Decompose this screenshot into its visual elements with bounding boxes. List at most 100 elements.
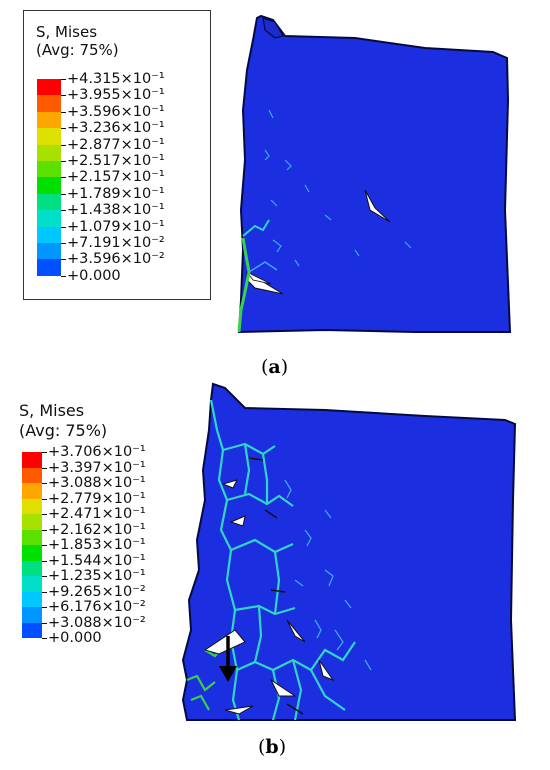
legend-tick-label: +0.000 — [48, 630, 102, 646]
legend-swatch — [37, 128, 61, 145]
legend-tick — [61, 95, 66, 97]
legend-swatch — [22, 576, 42, 592]
legend-tick — [42, 514, 47, 515]
caption-b: (b) — [258, 736, 287, 758]
legend-title: S, Mises — [19, 401, 85, 420]
legend-tick — [61, 243, 66, 244]
legend-tick — [61, 226, 66, 228]
legend-tick — [42, 529, 47, 531]
bump — [262, 17, 284, 39]
legend-tick — [61, 177, 66, 179]
legend-tick-label: +3.596×10⁻¹ — [67, 103, 165, 120]
legend-swatch — [22, 514, 42, 530]
legend-tick-label: +1.079×10⁻¹ — [67, 218, 165, 235]
fe-model-a — [237, 14, 512, 334]
legend-swatch — [22, 560, 42, 576]
legend-tick-label: +2.162×10⁻¹ — [48, 521, 146, 538]
legend-tick — [61, 275, 66, 277]
legend-tick — [61, 144, 66, 146]
legend-swatch — [37, 95, 61, 112]
legend-swatch — [22, 483, 42, 499]
stress-band-green — [237, 237, 251, 333]
legend-tick — [42, 498, 47, 500]
deformed-body — [237, 14, 512, 334]
legend-tick — [61, 259, 66, 261]
legend-tick-label: +2.877×10⁻¹ — [67, 136, 165, 153]
legend-swatch — [37, 177, 61, 194]
legend-swatch — [22, 529, 42, 545]
legend-tick-label: +1.853×10⁻¹ — [48, 537, 146, 553]
legend-swatch — [22, 467, 42, 483]
legend-tick — [42, 638, 47, 639]
legend-swatch — [37, 79, 61, 96]
legend-swatch — [22, 622, 42, 638]
legend-tick-label: +1.438×10⁻¹ — [67, 202, 165, 219]
legend-swatch — [37, 144, 61, 161]
legend-swatch — [37, 243, 61, 260]
fe-model-b — [181, 382, 517, 721]
legend-swatch — [37, 111, 61, 129]
legend-tick-label: +3.088×10⁻¹ — [48, 475, 146, 491]
legend-swatch — [22, 545, 42, 561]
panel-b: S, Mises (Avg: 75%) +3.706×10⁻¹ +3.397×10… — [0, 380, 550, 770]
crack-lower-left-2 — [246, 271, 272, 285]
legend-swatch — [37, 161, 61, 178]
crack-openings — [203, 479, 335, 715]
legend-tick — [42, 607, 47, 608]
legend-tick-label: +3.397×10⁻¹ — [48, 459, 146, 476]
legend-tick-label: +9.265×10⁻² — [48, 583, 146, 600]
legend-tick-label: +1.544×10⁻¹ — [48, 552, 146, 569]
stress-specks — [264, 109, 412, 267]
legend-tick — [61, 79, 66, 80]
legend-subtitle: (Avg: 75%) — [19, 421, 108, 440]
stress-band-cyan-2 — [248, 261, 278, 273]
panel-a: S, Mises (Avg: 75%) +4.315×10⁻¹ +3.955×10… — [23, 10, 512, 378]
caption-a: (a) — [261, 356, 289, 378]
legend-a: S, Mises (Avg: 75%) +4.315×10⁻¹ +3.955×10… — [23, 10, 211, 300]
legend-tick-label: +3.596×10⁻² — [67, 251, 165, 268]
legend-tick-label: +1.235×10⁻¹ — [48, 568, 146, 584]
stress-band-cyan — [242, 219, 270, 237]
legend-tick-label: +6.176×10⁻² — [48, 599, 146, 615]
legend-swatch — [37, 210, 61, 227]
legend-swatch — [37, 226, 61, 243]
legend-tick — [42, 591, 47, 593]
legend-tick-label: +2.517×10⁻¹ — [67, 153, 165, 169]
legend-tick — [42, 483, 47, 484]
legend-tick — [61, 210, 66, 212]
legend-swatch — [22, 498, 42, 514]
legend-tick — [42, 452, 47, 453]
legend-tick — [61, 161, 66, 162]
legend-tick-label: +0.000 — [67, 267, 121, 284]
legend-tick-label: +3.706×10⁻¹ — [48, 444, 146, 460]
legend-tick-label: +1.789×10⁻¹ — [67, 185, 165, 202]
legend-swatch — [37, 193, 61, 211]
arrow-head — [219, 666, 237, 682]
legend-subtitle: (Avg: 75%) — [36, 41, 119, 59]
legend-tick-label: +2.471×10⁻¹ — [48, 506, 146, 522]
crack-network — [209, 399, 356, 721]
legend-tick-label: +7.191×10⁻² — [67, 235, 165, 251]
legend-tick — [42, 560, 47, 562]
legend-tick-label: +3.955×10⁻¹ — [67, 87, 165, 104]
legend-tick — [61, 193, 66, 195]
stress-specks — [284, 479, 372, 671]
legend-tick-label: +2.779×10⁻¹ — [48, 490, 146, 507]
legend-swatch — [22, 452, 42, 468]
legend-swatch — [22, 607, 42, 623]
legend-tick-label: +4.315×10⁻¹ — [67, 71, 165, 87]
legend-tick — [42, 622, 47, 624]
crack-lines — [248, 457, 304, 715]
legend-tick-label: +3.236×10⁻¹ — [67, 120, 165, 137]
legend-tick — [61, 128, 66, 130]
legend-tick — [42, 467, 47, 469]
crack-center — [364, 189, 391, 223]
legend-tick-label: +2.157×10⁻¹ — [67, 169, 165, 186]
legend-tick — [42, 576, 47, 577]
legend-swatch — [37, 259, 61, 276]
legend-swatch — [22, 591, 42, 607]
legend-tick-label: +3.088×10⁻² — [48, 614, 146, 631]
legend-title: S, Mises — [36, 23, 98, 41]
legend-tick — [61, 111, 66, 113]
legend-tick — [42, 545, 47, 546]
